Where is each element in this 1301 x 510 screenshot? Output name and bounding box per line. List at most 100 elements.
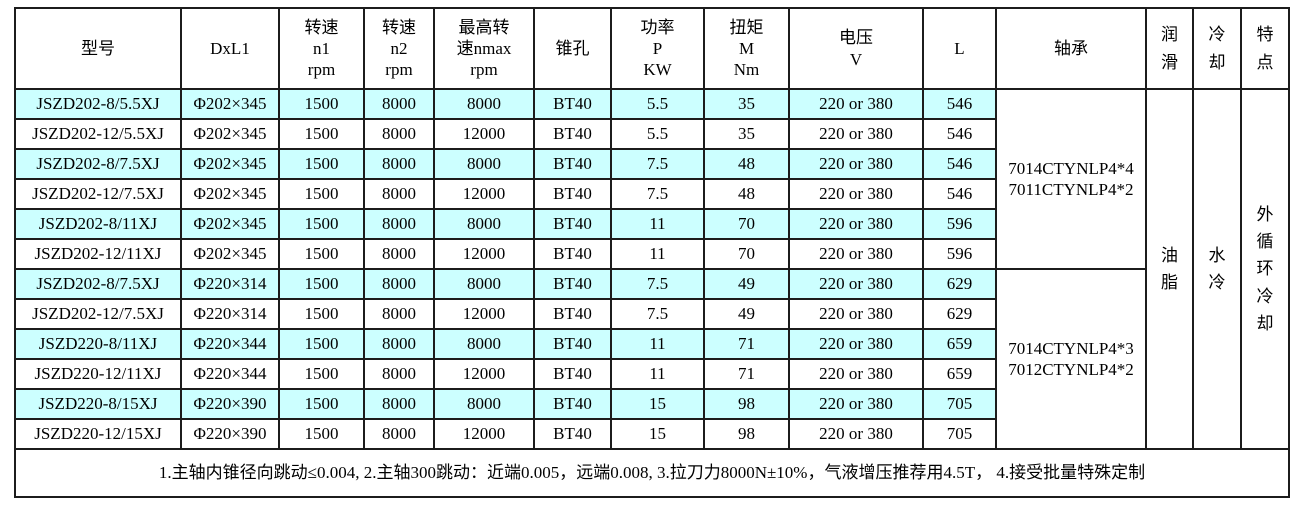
col-header-voltage: 电压 V bbox=[788, 7, 924, 90]
cell-n1: 1500 bbox=[278, 238, 365, 270]
cell-n1: 1500 bbox=[278, 148, 365, 180]
cell-dxl1: Φ202×345 bbox=[180, 238, 280, 270]
cell-voltage: 220 or 380 bbox=[788, 88, 924, 120]
cell-torque: 71 bbox=[703, 328, 790, 360]
cell-length: 629 bbox=[922, 298, 997, 330]
cell-dxl1: Φ220×390 bbox=[180, 418, 280, 450]
col-header-feature: 特点 bbox=[1240, 7, 1290, 90]
table-row: JSZD202-8/11XJ Φ202×345 1500 8000 8000 B… bbox=[14, 208, 1289, 240]
cell-n2: 8000 bbox=[363, 298, 435, 330]
cell-taper: BT40 bbox=[533, 148, 612, 180]
cell-taper: BT40 bbox=[533, 268, 612, 300]
col-header-lubrication: 润滑 bbox=[1145, 7, 1194, 90]
cell-length: 705 bbox=[922, 388, 997, 420]
cell-taper: BT40 bbox=[533, 418, 612, 450]
cell-nmax: 8000 bbox=[433, 88, 535, 120]
cell-taper: BT40 bbox=[533, 208, 612, 240]
cell-voltage: 220 or 380 bbox=[788, 418, 924, 450]
cell-n2: 8000 bbox=[363, 238, 435, 270]
table-row: JSZD220-8/11XJ Φ220×344 1500 8000 8000 B… bbox=[14, 328, 1289, 360]
cell-model: JSZD202-12/5.5XJ bbox=[14, 118, 182, 150]
cell-voltage: 220 or 380 bbox=[788, 208, 924, 240]
cell-torque: 71 bbox=[703, 358, 790, 390]
cell-n1: 1500 bbox=[278, 88, 365, 120]
cell-length: 546 bbox=[922, 178, 997, 210]
cell-n2: 8000 bbox=[363, 88, 435, 120]
cell-dxl1: Φ202×345 bbox=[180, 208, 280, 240]
cell-lubrication: 油脂 bbox=[1145, 88, 1194, 450]
cell-n2: 8000 bbox=[363, 148, 435, 180]
col-header-model: 型号 bbox=[14, 7, 182, 90]
spindle-spec-table: 型号 DxL1 转速 n1 rpm 转速 n2 rpm 最高转 速nmax rp… bbox=[14, 7, 1290, 498]
cell-n2: 8000 bbox=[363, 358, 435, 390]
cell-n1: 1500 bbox=[278, 358, 365, 390]
table-row: JSZD220-12/15XJ Φ220×390 1500 8000 12000… bbox=[14, 418, 1289, 450]
cell-voltage: 220 or 380 bbox=[788, 388, 924, 420]
table-row: JSZD220-12/11XJ Φ220×344 1500 8000 12000… bbox=[14, 358, 1289, 390]
table-row: JSZD202-8/5.5XJ Φ202×345 1500 8000 8000 … bbox=[14, 88, 1290, 450]
cell-power: 11 bbox=[610, 208, 705, 240]
cell-length: 596 bbox=[922, 238, 997, 270]
cell-model: JSZD202-12/7.5XJ bbox=[14, 298, 182, 330]
cell-torque: 35 bbox=[703, 88, 790, 120]
cell-nmax: 8000 bbox=[433, 388, 535, 420]
cell-length: 546 bbox=[922, 118, 997, 150]
cell-model: JSZD202-8/11XJ bbox=[14, 208, 182, 240]
cell-model: JSZD202-8/5.5XJ bbox=[14, 88, 182, 120]
cell-model: JSZD220-8/11XJ bbox=[14, 328, 182, 360]
cell-taper: BT40 bbox=[533, 88, 612, 120]
cell-length: 659 bbox=[922, 328, 997, 360]
cell-nmax: 12000 bbox=[433, 418, 535, 450]
cell-nmax: 12000 bbox=[433, 178, 535, 210]
footnote: 1.主轴内锥径向跳动≤0.004, 2.主轴300跳动：近端0.005，远端0.… bbox=[14, 448, 1290, 498]
cell-torque: 49 bbox=[703, 298, 790, 330]
cell-dxl1: Φ220×314 bbox=[180, 268, 280, 300]
header-row: 型号 DxL1 转速 n1 rpm 转速 n2 rpm 最高转 速nmax rp… bbox=[14, 7, 1290, 90]
cell-torque: 49 bbox=[703, 268, 790, 300]
cell-n1: 1500 bbox=[278, 418, 365, 450]
footnote-row: 1.主轴内锥径向跳动≤0.004, 2.主轴300跳动：近端0.005，远端0.… bbox=[14, 448, 1290, 498]
cell-dxl1: Φ202×345 bbox=[180, 178, 280, 210]
cell-feature: 外循环冷却 bbox=[1240, 88, 1290, 450]
cell-dxl1: Φ220×344 bbox=[180, 358, 280, 390]
col-header-speed-n1: 转速 n1 rpm bbox=[278, 7, 365, 90]
cell-taper: BT40 bbox=[533, 388, 612, 420]
cell-n1: 1500 bbox=[278, 268, 365, 300]
table-row: JSZD202-12/7.5XJ Φ202×345 1500 8000 1200… bbox=[14, 178, 1289, 210]
cell-power: 11 bbox=[610, 358, 705, 390]
cell-n2: 8000 bbox=[363, 268, 435, 300]
cell-model: JSZD202-12/7.5XJ bbox=[14, 178, 182, 210]
cell-nmax: 12000 bbox=[433, 238, 535, 270]
cell-power: 11 bbox=[610, 328, 705, 360]
table-row: JSZD202-12/7.5XJ Φ220×314 1500 8000 1200… bbox=[14, 298, 1289, 330]
cell-voltage: 220 or 380 bbox=[788, 148, 924, 180]
cell-nmax: 8000 bbox=[433, 268, 535, 300]
cell-n2: 8000 bbox=[363, 208, 435, 240]
table-row: JSZD202-8/7.5XJ Φ220×314 1500 8000 8000 … bbox=[14, 268, 1289, 450]
cell-n2: 8000 bbox=[363, 418, 435, 450]
cell-dxl1: Φ220×344 bbox=[180, 328, 280, 360]
cell-power: 7.5 bbox=[610, 148, 705, 180]
cell-n2: 8000 bbox=[363, 118, 435, 150]
cell-power: 7.5 bbox=[610, 268, 705, 300]
col-header-cooling: 冷却 bbox=[1192, 7, 1242, 90]
cell-power: 7.5 bbox=[610, 178, 705, 210]
cell-voltage: 220 or 380 bbox=[788, 238, 924, 270]
table-row: JSZD202-12/5.5XJ Φ202×345 1500 8000 1200… bbox=[14, 118, 1289, 150]
cell-torque: 35 bbox=[703, 118, 790, 150]
cell-length: 659 bbox=[922, 358, 997, 390]
cell-power: 5.5 bbox=[610, 118, 705, 150]
cell-dxl1: Φ202×345 bbox=[180, 118, 280, 150]
col-header-power: 功率 P KW bbox=[610, 7, 705, 90]
cell-model: JSZD220-12/11XJ bbox=[14, 358, 182, 390]
cell-n1: 1500 bbox=[278, 388, 365, 420]
col-header-max-speed: 最高转 速nmax rpm bbox=[433, 7, 535, 90]
col-header-speed-n2: 转速 n2 rpm bbox=[363, 7, 435, 90]
cell-voltage: 220 or 380 bbox=[788, 358, 924, 390]
cell-torque: 70 bbox=[703, 238, 790, 270]
table-row: JSZD202-12/11XJ Φ202×345 1500 8000 12000… bbox=[14, 238, 1289, 270]
cell-n2: 8000 bbox=[363, 388, 435, 420]
cell-voltage: 220 or 380 bbox=[788, 268, 924, 300]
cell-torque: 48 bbox=[703, 178, 790, 210]
cell-model: JSZD220-8/15XJ bbox=[14, 388, 182, 420]
